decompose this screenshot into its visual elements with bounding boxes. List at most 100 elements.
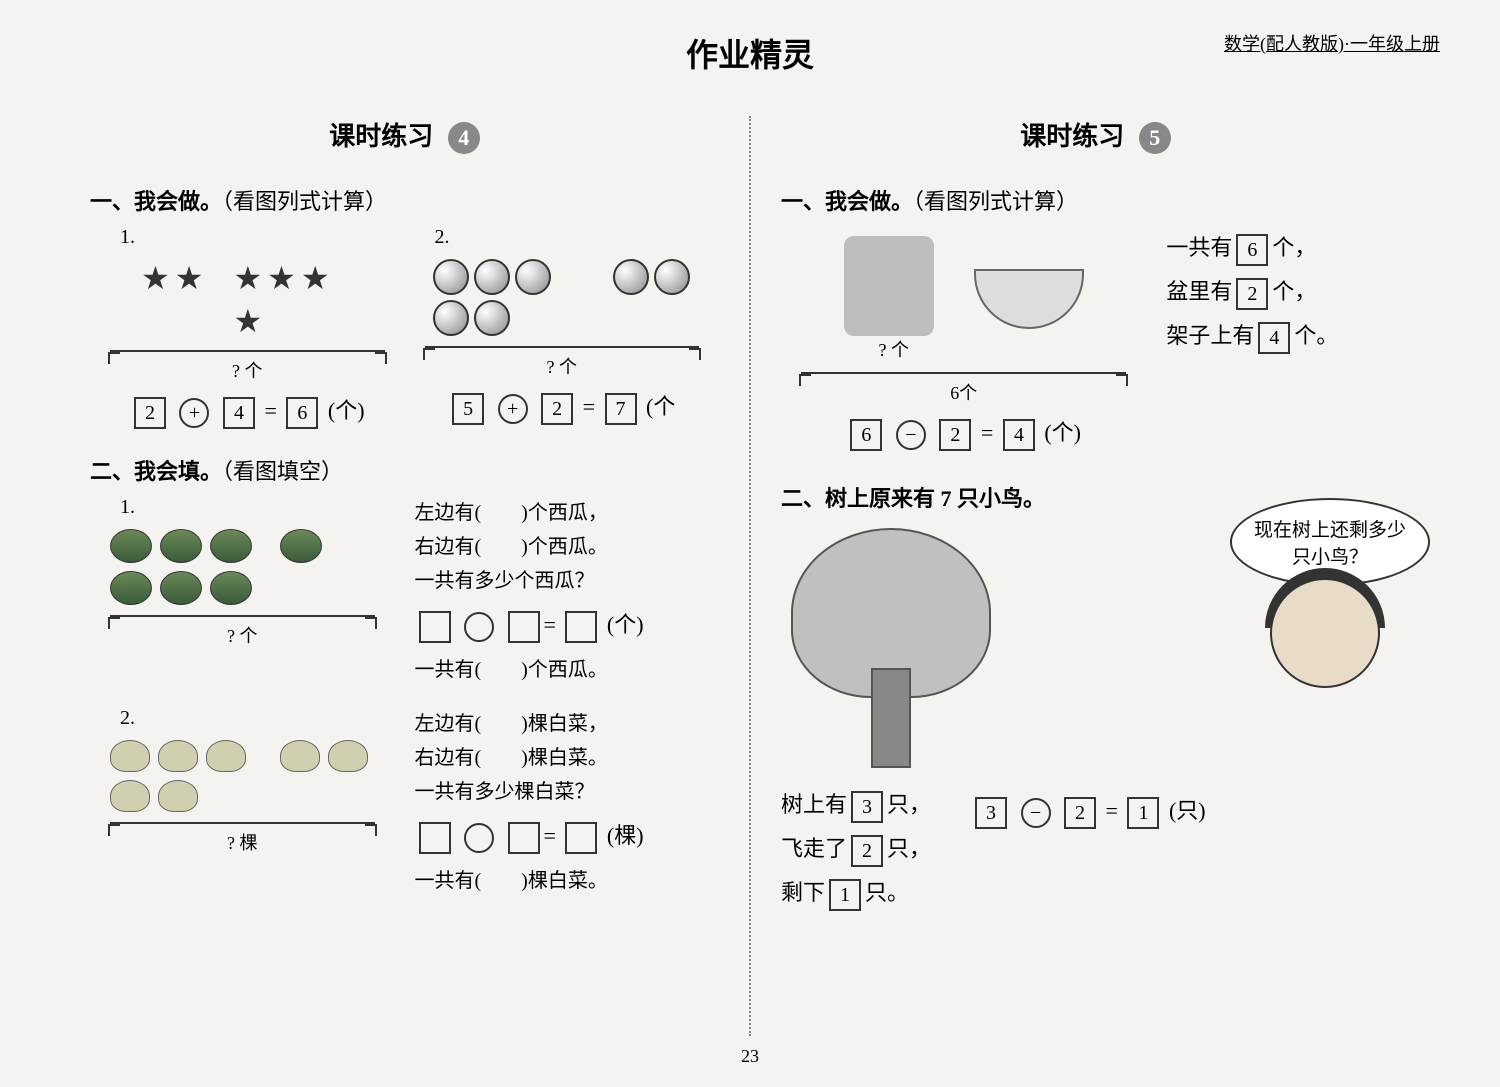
balls-illustration bbox=[405, 259, 720, 336]
prob1-label: 1. bbox=[120, 226, 405, 249]
text-part: )个西瓜。 bbox=[521, 536, 608, 558]
bracket: ? 棵 bbox=[110, 822, 375, 855]
ball-icon bbox=[654, 259, 690, 295]
section1-heading-text: 一、我会做。 bbox=[90, 189, 222, 214]
fill-box: 2 bbox=[1236, 278, 1268, 310]
section1-note: （看图列式计算） bbox=[222, 189, 387, 214]
equation-2: 5 + 2 = 7 (个 bbox=[405, 389, 720, 425]
text-part: 右边有( bbox=[415, 536, 482, 558]
eq-box: 4 bbox=[1003, 419, 1035, 451]
eq-op bbox=[464, 823, 494, 853]
equation-r2: 3 − 2 = 1 (只) bbox=[971, 793, 1206, 905]
watermelon-set-left bbox=[110, 529, 260, 605]
hanging-veg-icon bbox=[844, 236, 934, 336]
watermelon-illustration bbox=[110, 529, 375, 605]
text-line: 一共有多少棵白菜？ bbox=[415, 775, 720, 809]
veg-illustration: ? 个 bbox=[781, 236, 1146, 362]
text-part: )棵白菜。 bbox=[521, 747, 608, 769]
tree-icon bbox=[781, 528, 1001, 768]
text-part: 左边有( bbox=[415, 713, 482, 735]
cabbage-icon bbox=[328, 740, 368, 772]
equation-r1: 6 − 2 = 4 (个) bbox=[781, 415, 1146, 451]
eq-box: 6 bbox=[850, 419, 882, 451]
watermelon-icon bbox=[160, 529, 202, 563]
problem-2-balls: 2. ? 个 bbox=[405, 226, 720, 439]
lesson-title-right: 课时练习 5 bbox=[781, 116, 1410, 154]
section1-heading-r: 一、我会做。（看图列式计算） bbox=[781, 184, 1410, 216]
text-part: 树上有 bbox=[781, 792, 847, 817]
text-part: 左边有( bbox=[415, 502, 482, 524]
text-part: 个。 bbox=[1294, 323, 1338, 348]
eq-box: 6 bbox=[286, 397, 318, 429]
bracket-label: ? 个 bbox=[110, 622, 375, 648]
eq-box: 7 bbox=[605, 393, 637, 425]
cabbage-icon bbox=[158, 780, 198, 812]
section1-problems: 1. ★ ★ ★ ★ ★ ★ ? 个 bbox=[90, 226, 719, 439]
eq-box: 5 bbox=[452, 393, 484, 425]
bracket-label: ? 个 bbox=[425, 353, 700, 379]
text-part: 架子上有 bbox=[1166, 323, 1254, 348]
cabbage-icon bbox=[110, 740, 150, 772]
eq-unit: (个) bbox=[607, 612, 644, 637]
eq-box: 3 bbox=[975, 797, 1007, 829]
eq-op: + bbox=[498, 394, 528, 424]
cabbage-text: 左边有()棵白菜， 右边有()棵白菜。 一共有多少棵白菜？ = (棵) 一共有(… bbox=[415, 707, 720, 898]
bracket-label: 6个 bbox=[801, 379, 1126, 405]
section2-heading-text: 二、我会填。 bbox=[90, 459, 222, 484]
fill-box: 4 bbox=[1258, 322, 1290, 354]
star-icon: ★ bbox=[233, 302, 262, 340]
watermelon-icon bbox=[280, 529, 322, 563]
section2-note: （看图填空） bbox=[222, 459, 343, 484]
text-part: 个， bbox=[1272, 235, 1316, 260]
section1-heading: 一、我会做。（看图列式计算） bbox=[90, 184, 719, 216]
bird-text: 树上有3只， 飞走了2只， 剩下1只。 bbox=[781, 783, 931, 915]
watermelon-icon bbox=[210, 571, 252, 605]
ball-set-right bbox=[613, 259, 690, 336]
text-part: 一共有( bbox=[415, 659, 482, 681]
star-icon: ★ bbox=[233, 259, 262, 297]
fill-box: 2 bbox=[851, 835, 883, 867]
prob-label: 1. bbox=[120, 496, 395, 519]
eq-unit: (个 bbox=[646, 394, 675, 419]
star-icon: ★ bbox=[141, 259, 170, 340]
section1-heading-text: 一、我会做。 bbox=[781, 189, 913, 214]
eq-box bbox=[419, 611, 451, 643]
veg-side-text: 一共有6个， 盆里有2个， 架子上有4个。 bbox=[1166, 226, 1410, 461]
text-part: 只， bbox=[887, 836, 931, 861]
eq-box bbox=[565, 822, 597, 854]
text-part: 只。 bbox=[865, 880, 909, 905]
cabbage-problem: 2. ? 棵 bbox=[90, 707, 719, 898]
section2-heading: 二、我会填。（看图填空） bbox=[90, 454, 719, 486]
star-set-left: ★ ★ bbox=[141, 259, 203, 340]
eq-unit: (个) bbox=[1044, 420, 1081, 445]
lesson-number-badge: 5 bbox=[1139, 122, 1171, 154]
lesson-title-text: 课时练习 bbox=[1020, 122, 1124, 151]
tree-illustration: 现在树上还剩多少只小鸟？ bbox=[781, 528, 1410, 768]
bowl-icon bbox=[974, 269, 1084, 329]
ball-icon bbox=[433, 300, 469, 336]
star-icon: ★ bbox=[175, 259, 204, 340]
text-part: 一共有 bbox=[1166, 235, 1232, 260]
bracket: ? 个 bbox=[110, 350, 385, 383]
boy-illustration: 现在树上还剩多少只小鸟？ bbox=[1240, 528, 1410, 738]
tree-trunk bbox=[871, 668, 911, 768]
cabbage-set-right bbox=[280, 740, 368, 812]
cabbage-illustration bbox=[110, 740, 375, 812]
text-part: 只， bbox=[887, 792, 931, 817]
prob2-label: 2. bbox=[435, 226, 720, 249]
eq-op: − bbox=[1021, 798, 1051, 828]
text-line: 一共有多少个西瓜？ bbox=[415, 564, 720, 598]
eq-unit: (棵) bbox=[607, 823, 644, 848]
prob-label: 2. bbox=[120, 707, 395, 730]
eq-box bbox=[419, 822, 451, 854]
eq-equals: = bbox=[981, 420, 993, 445]
ball-icon bbox=[613, 259, 649, 295]
bird-bottom: 树上有3只， 飞走了2只， 剩下1只。 3 − 2 = 1 (只) bbox=[781, 783, 1410, 915]
text-part: 右边有( bbox=[415, 747, 482, 769]
eq-box: 2 bbox=[134, 397, 166, 429]
right-page: 课时练习 5 一、我会做。（看图列式计算） ? 个 6个 6 bbox=[751, 116, 1440, 1036]
veg-problem: ? 个 6个 6 − 2 = 4 (个) 一共有6个， 盆里有2个 bbox=[781, 226, 1410, 461]
watermelon-icon bbox=[110, 529, 152, 563]
text-part: )棵白菜， bbox=[521, 713, 608, 735]
eq-equals: = bbox=[1106, 798, 1118, 823]
